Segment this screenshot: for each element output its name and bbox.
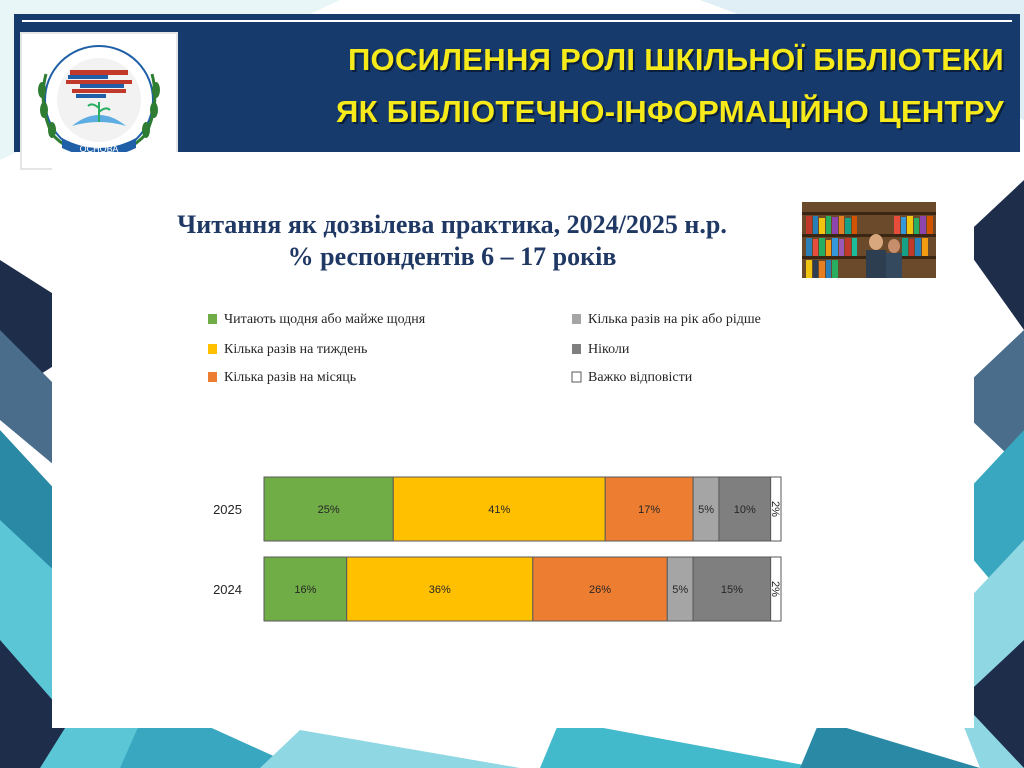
bar-2025-4 [718,476,772,542]
bar-2025-3 [692,476,720,542]
library-photo [802,202,936,278]
legend-swatch-3 [572,314,581,324]
page-title-line2: ЯК БІБЛІОТЕЧНО-ІНФОРМАЦІЙНО ЦЕНТРУ [335,94,1004,129]
legend-label-0: Читають щодня або майже щодня [224,312,426,327]
bar-2025-1 [392,476,606,542]
bar-2024-2 [532,556,668,622]
legend-swatch-0 [208,314,217,324]
legend-label-1: Кілька разів на тиждень [224,342,367,357]
data-label-2025-3: 5% [698,504,714,516]
bar-2025-0 [263,476,394,542]
data-label-2024-2: 26% [589,584,611,596]
legend-swatch-5 [571,371,582,383]
legend-label-3: Кілька разів на рік або рідше [588,312,761,327]
page-title-line1: ПОСИЛЕННЯ РОЛІ ШКІЛЬНОЇ БІБЛІОТЕКИ [347,42,1004,77]
legend-swatch-1 [208,344,217,354]
bar-2024-4 [692,556,772,622]
legend-swatch-4 [572,344,581,354]
school-logo: ОСНОВА [20,32,178,170]
chart-subtitle: % респондентів 6 – 17 років [287,242,617,271]
data-label-2024-1: 36% [429,584,451,596]
bar-2024-0 [263,556,348,622]
data-label-2025-5: 2% [769,501,781,517]
chart-title: Читання як дозвілева практика, 2024/2025… [177,210,727,239]
header-banner [14,14,1020,152]
legend-label-4: Ніколи [588,342,630,357]
data-label-2024-3: 5% [672,584,688,596]
legend-label-5: Важко відповісти [588,370,693,385]
data-label-2025-0: 25% [318,504,340,516]
logo-caption: ОСНОВА [80,144,119,154]
data-label-2024-5: 2% [769,581,781,597]
chart-legend: Читають щодня або майже щодня Кілька разі… [208,312,761,385]
bar-2024-5 [770,556,782,622]
data-label-2025-4: 10% [734,504,756,516]
data-label-2025-1: 41% [488,504,510,516]
bar-2025-5 [770,476,782,542]
category-label-2024: 2024 [213,582,242,597]
data-label-2024-4: 15% [721,584,743,596]
data-label-2024-0: 16% [294,584,316,596]
content-panel: Читання як дозвілева практика, 2024/2025… [52,152,974,728]
chart-plot: 2025 25% 41% 17% 5% 10% 2% 2024 16% 36% 26% 5% 15% 2% [213,476,782,622]
bar-2025-2 [604,476,694,542]
header-divider [22,20,1012,22]
category-label-2025: 2025 [213,502,242,517]
legend-label-2: Кілька разів на місяць [224,370,356,385]
data-label-2025-2: 17% [638,504,660,516]
legend-swatch-2 [208,372,217,382]
